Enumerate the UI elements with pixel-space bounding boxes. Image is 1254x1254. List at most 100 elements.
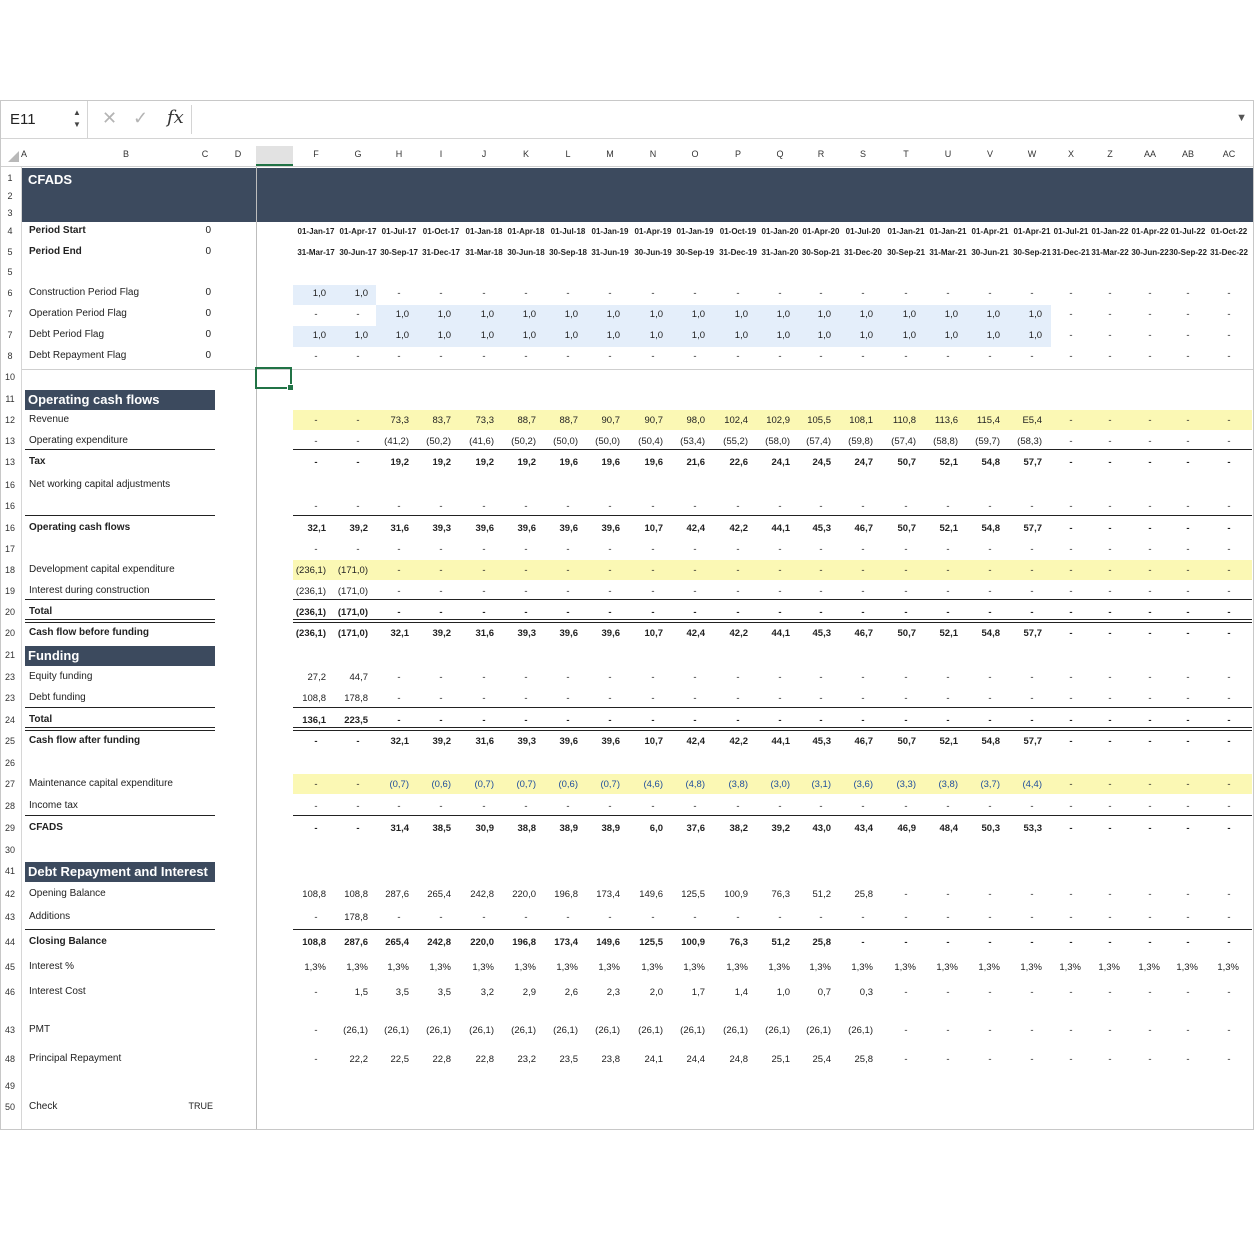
value-cell[interactable]: - [1227,823,1231,834]
value-cell[interactable]: - [608,607,612,618]
value-cell[interactable]: 1,0 [986,330,1000,341]
value-cell[interactable]: 10,7 [644,523,664,534]
period-date-cell[interactable]: 01-Jul-21 [1053,227,1089,236]
value-cell[interactable]: - [397,544,401,555]
value-cell[interactable]: 42,4 [686,736,706,747]
value-cell[interactable]: - [693,801,697,812]
value-cell[interactable]: - [1069,415,1073,426]
period-date-cell[interactable]: 01-Oct-19 [719,227,757,236]
value-cell[interactable]: 42,2 [729,628,749,639]
value-cell[interactable]: - [397,351,401,362]
value-cell[interactable]: - [1030,715,1034,726]
value-cell[interactable]: - [1148,351,1152,362]
value-cell[interactable]: 223,5 [344,715,368,726]
row-number[interactable]: 49 [4,1081,15,1091]
value-cell[interactable]: - [651,586,655,597]
value-cell[interactable]: - [861,565,865,576]
value-cell[interactable]: - [1148,912,1152,923]
value-cell[interactable]: - [397,693,401,704]
value-cell[interactable]: - [566,672,570,683]
value-cell[interactable]: - [1148,801,1152,812]
value-cell[interactable]: - [651,801,655,812]
value-cell[interactable]: - [1148,823,1152,834]
value-cell[interactable]: - [566,693,570,704]
row-label[interactable]: PMT [29,1024,51,1035]
column-c-value[interactable]: 0 [205,308,211,319]
value-cell[interactable]: - [1069,457,1073,468]
value-cell[interactable]: 42,2 [729,736,749,747]
select-all-corner[interactable] [8,151,19,162]
value-cell[interactable]: 76,3 [771,889,791,900]
value-cell[interactable]: - [1227,1054,1231,1065]
value-cell[interactable]: - [904,937,908,948]
value-cell[interactable]: 39,6 [517,523,537,534]
value-cell[interactable]: 1,0 [649,309,663,320]
value-cell[interactable]: - [904,1054,908,1065]
period-date-cell[interactable]: 01-Jul-18 [550,227,586,236]
value-cell[interactable]: - [608,586,612,597]
column-header-z[interactable]: Z [1107,149,1113,159]
value-cell[interactable]: - [1227,889,1231,900]
row-label[interactable]: Development capital expenditure [29,564,175,575]
value-cell[interactable]: 1,3% [472,962,494,973]
value-cell[interactable]: - [904,288,908,299]
row-label[interactable]: Closing Balance [29,936,107,947]
value-cell[interactable]: 22,2 [349,1054,369,1065]
value-cell[interactable]: - [778,912,782,923]
value-cell[interactable]: - [988,544,992,555]
value-cell[interactable]: 1,3% [1217,962,1239,973]
value-cell[interactable]: - [1186,672,1190,683]
value-cell[interactable]: (50,2) [426,436,451,447]
period-date-cell[interactable]: 30-Sep-21 [1013,248,1051,257]
value-cell[interactable]: - [1108,937,1112,948]
period-date-cell[interactable]: 01-Apr-21 [971,227,1009,236]
value-cell[interactable]: - [439,501,443,512]
row-number[interactable]: 13 [4,436,15,446]
value-cell[interactable]: 125,5 [639,937,663,948]
value-cell[interactable]: - [524,501,528,512]
value-cell[interactable]: 1,5 [354,987,368,998]
value-cell[interactable]: 19,2 [432,457,452,468]
row-label[interactable]: Total [29,714,53,725]
value-cell[interactable]: - [946,912,950,923]
value-cell[interactable]: - [439,565,443,576]
value-cell[interactable]: - [439,351,443,362]
period-date-cell[interactable]: 01-Jan-17 [297,227,335,236]
column-header-aa[interactable]: AA [1143,149,1156,159]
value-cell[interactable]: - [1186,586,1190,597]
value-cell[interactable]: 1,0 [734,309,748,320]
value-cell[interactable]: - [1186,889,1190,900]
value-cell[interactable]: - [861,544,865,555]
value-cell[interactable]: - [736,586,740,597]
value-cell[interactable]: - [1108,715,1112,726]
value-cell[interactable]: 1,0 [691,330,705,341]
value-cell[interactable]: 1,0 [859,309,873,320]
value-cell[interactable]: - [693,912,697,923]
value-cell[interactable]: - [1069,672,1073,683]
period-date-cell[interactable]: 01-Apr-18 [507,227,545,236]
row-number[interactable]: 25 [4,736,15,746]
value-cell[interactable]: - [482,565,486,576]
value-cell[interactable]: - [946,501,950,512]
value-cell[interactable]: - [1148,607,1152,618]
value-cell[interactable]: - [314,1054,318,1065]
value-cell[interactable]: - [356,501,360,512]
value-cell[interactable]: 19,6 [559,457,579,468]
value-cell[interactable]: - [1148,457,1152,468]
value-cell[interactable]: - [1186,693,1190,704]
value-cell[interactable]: - [1069,628,1073,639]
value-cell[interactable]: 50,7 [897,457,917,468]
row-number[interactable]: 44 [4,937,15,947]
value-cell[interactable]: - [1069,801,1073,812]
value-cell[interactable]: 98,0 [686,415,706,426]
row-number[interactable]: 17 [4,544,15,554]
column-header-d[interactable]: D [234,149,242,159]
value-cell[interactable]: - [988,501,992,512]
value-cell[interactable]: 1,0 [776,987,790,998]
value-cell[interactable]: - [356,309,360,320]
row-number[interactable]: 3 [7,208,13,218]
value-cell[interactable]: 31,6 [390,523,410,534]
value-cell[interactable]: 1,0 [902,309,916,320]
value-cell[interactable]: - [1148,544,1152,555]
value-cell[interactable]: - [1148,715,1152,726]
